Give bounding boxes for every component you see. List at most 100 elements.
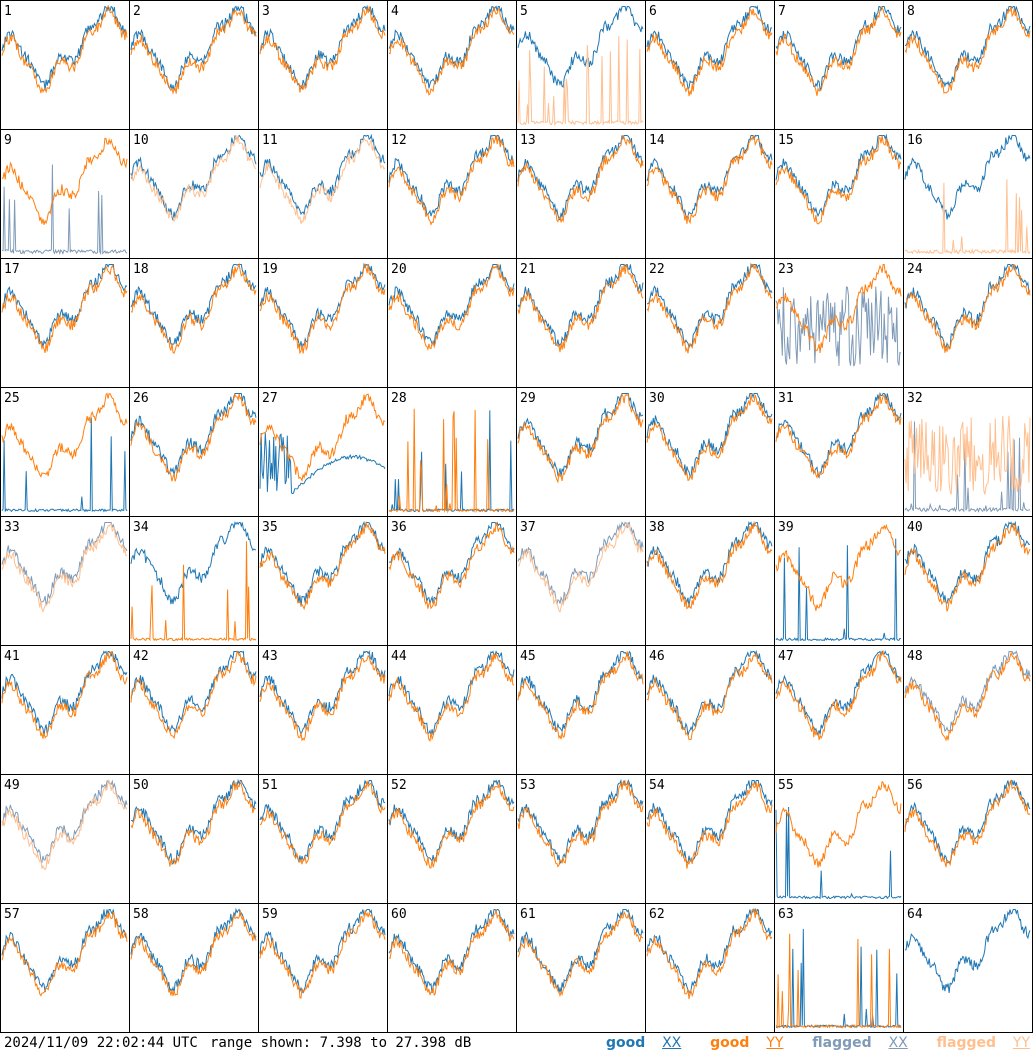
panel-40-yy-trace [904,522,1031,612]
panel-36: 36 [387,516,517,646]
legend-good-xx: good XX [605,1035,682,1051]
panel-frame [387,516,517,646]
panel-38: 38 [645,516,775,646]
panel-19: 19 [258,258,388,388]
panel-50-yy-trace [130,780,257,867]
panel-28-yy-trace [388,408,515,514]
panel-58-xx-trace [130,907,257,994]
panel-8-xx-trace [904,6,1031,88]
panel-label: 25 [4,391,20,406]
panel-frame [645,129,775,259]
panel-label: 29 [520,391,536,406]
panel-45-yy-trace [517,651,644,740]
panel-frame [903,774,1033,904]
panel-37-xx-trace [517,521,644,605]
panel-28: 28 [387,387,517,517]
panel-5-yy-trace [517,36,644,127]
panel-frame [645,645,775,775]
panel-5-xx-trace [517,6,644,88]
panel-frame [903,0,1033,130]
panel-label: 15 [778,133,794,148]
panel-36-xx-trace [388,521,515,604]
panel-25-xx-trace [1,417,128,513]
panel-14-xx-trace [646,134,773,218]
panel-label: 61 [520,907,536,922]
panel-frame [129,387,259,517]
panel-label: 50 [133,778,149,793]
panel-52-xx-trace [388,779,515,863]
panel-label: 18 [133,262,149,277]
panel-52: 52 [387,774,517,904]
panel-28-xx-trace [388,410,515,513]
panel-24-xx-trace [904,264,1031,350]
panel-8-yy-trace [904,6,1031,94]
panel-frame [129,0,259,130]
footer: 2024/11/09 22:02:44 UTC range shown: 7.3… [0,1034,1033,1053]
panel-20-xx-trace [388,264,515,347]
panel-7-yy-trace [775,6,902,96]
panel-10-yy-trace [130,134,257,223]
panel-44: 44 [387,645,517,775]
panel-label: 30 [649,391,665,406]
panel-label: 1 [4,4,12,19]
panel-18-yy-trace [130,262,257,354]
panel-10: 10 [129,129,259,259]
panel-56: 56 [903,774,1033,904]
panel-15-xx-trace [775,133,902,218]
panel-label: 2 [133,4,141,19]
panel-30: 30 [645,387,775,517]
panel-label: 27 [262,391,278,406]
panel-6-yy-trace [646,8,773,97]
panel-label: 33 [4,520,20,535]
panel-47-xx-trace [775,650,902,737]
panel-frame [774,0,904,130]
panel-57-yy-trace [1,911,128,997]
panel-50: 50 [129,774,259,904]
panel-55-yy-trace [775,780,902,868]
panel-33-xx-trace [1,522,128,607]
panel-label: 64 [907,907,923,922]
panel-label: 12 [391,133,407,148]
panel-53-yy-trace [517,779,644,868]
panel-48: 48 [903,645,1033,775]
panel-frame [387,0,517,130]
panel-label: 49 [4,778,20,793]
panel-29: 29 [516,387,646,517]
panel-60-yy-trace [388,909,515,997]
panel-label: 55 [778,778,794,793]
panel-frame [645,0,775,130]
panel-55: 55 [774,774,904,904]
panel-63-yy-trace [775,933,902,1029]
panel-39-xx-trace [775,538,901,643]
panel-41: 41 [0,645,130,775]
panel-55-xx-trace [775,806,902,900]
panel-label: 59 [262,907,278,922]
legend: good XX good YY flagged XX flagged YY [582,1035,1030,1051]
panel-27-xx-trace [259,432,386,495]
panel-11: 11 [258,129,388,259]
panel-label: 11 [262,133,278,148]
panel-13-yy-trace [517,135,644,223]
panel-frame [0,258,130,388]
panel-frame [387,129,517,259]
panel-3-yy-trace [259,6,386,93]
panel-46-xx-trace [646,650,773,737]
panel-21-yy-trace [517,264,644,353]
panel-label: 48 [907,649,923,664]
panel-27-yy-trace [259,393,386,482]
panel-58: 58 [129,903,259,1033]
panel-1-yy-trace [1,5,128,94]
panel-3: 3 [258,0,388,130]
panel-31: 31 [774,387,904,517]
panel-48-xx-trace [904,650,1031,733]
panel-56-xx-trace [904,779,1031,864]
panel-21: 21 [516,258,646,388]
panel-16-xx-trace [904,135,1031,220]
panel-29-xx-trace [517,393,644,477]
panel-54-xx-trace [646,780,773,864]
panel-7: 7 [774,0,904,130]
panel-3-xx-trace [259,4,386,90]
panel-frame [774,387,904,517]
panel-38-xx-trace [646,520,773,608]
panel-18-xx-trace [130,264,257,345]
